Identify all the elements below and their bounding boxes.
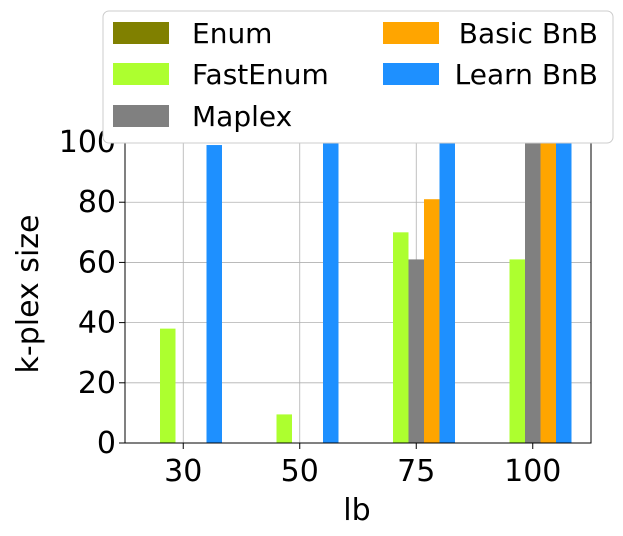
y-tick-label: 20 [78, 366, 116, 401]
bar-basic-bnb-100 [540, 136, 556, 443]
bar-basic-bnb-75 [424, 199, 440, 443]
legend-swatch-basic-bnb [383, 22, 439, 44]
legend-frame [102, 10, 614, 144]
bar-learn-bnb-100 [556, 136, 572, 443]
bar-fastenum-75 [393, 232, 409, 443]
legend-label-learn-bnb: Learn BnB [455, 58, 598, 91]
legend-swatch-learn-bnb [383, 63, 439, 85]
legend-label-maplex: Maplex [192, 100, 292, 133]
y-axis-label: k-plex size [11, 215, 46, 374]
legend-label-basic-bnb: Basic BnB [459, 17, 598, 50]
bar-learn-bnb-75 [439, 136, 455, 443]
y-tick-label: 80 [78, 185, 116, 220]
x-axis-ticks: 30 50 75 100 [164, 443, 561, 489]
y-tick-label: 40 [78, 306, 116, 341]
x-tick-label: 50 [281, 454, 319, 489]
legend-label-enum: Enum [192, 17, 272, 50]
x-tick-label: 100 [504, 454, 561, 489]
bar-fastenum-50 [276, 414, 292, 443]
x-axis-label: lb [343, 493, 370, 528]
x-tick-label: 30 [164, 454, 202, 489]
bar-fastenum-100 [509, 259, 525, 443]
bar-maplex-100 [525, 136, 541, 443]
legend-swatch-enum [113, 22, 169, 44]
legend: Enum FastEnum Maplex Basic BnB Learn BnB [102, 10, 614, 144]
bar-learn-bnb-50 [323, 139, 339, 444]
legend-swatch-fastenum [113, 63, 169, 85]
bar-fastenum-30 [160, 328, 176, 443]
legend-swatch-maplex [113, 105, 169, 127]
y-tick-label: 60 [78, 245, 116, 280]
x-tick-label: 75 [397, 454, 435, 489]
bar-maplex-75 [408, 259, 424, 443]
y-tick-label: 0 [97, 426, 116, 461]
bars [160, 136, 572, 444]
legend-label-fastenum: FastEnum [192, 58, 329, 91]
bar-learn-bnb-30 [206, 145, 222, 444]
